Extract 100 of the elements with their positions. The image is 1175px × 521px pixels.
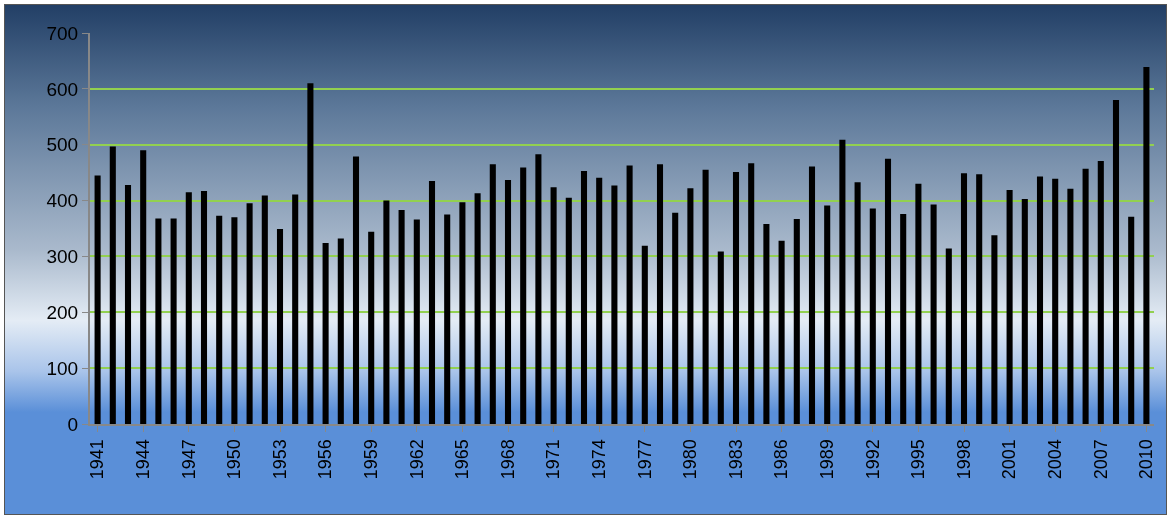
x-tick-label: 1977 xyxy=(634,439,655,480)
bar xyxy=(1067,188,1074,424)
bar xyxy=(808,166,816,424)
bar xyxy=(1128,216,1135,424)
x-tick-label: 1971 xyxy=(543,439,564,480)
x-tick-label: 1989 xyxy=(817,439,838,480)
bar xyxy=(793,219,800,424)
bar xyxy=(960,173,968,424)
bar xyxy=(839,139,846,424)
bar xyxy=(322,243,329,424)
bar xyxy=(124,184,132,424)
bar xyxy=(140,150,147,424)
bar xyxy=(398,210,405,424)
x-tick-label: 1950 xyxy=(224,439,245,480)
bar xyxy=(535,154,542,424)
x-tick-label: 2001 xyxy=(999,439,1020,480)
x-tick-label: 1944 xyxy=(133,439,154,480)
bar xyxy=(732,172,740,424)
bar xyxy=(231,217,238,424)
bar xyxy=(474,193,481,424)
bar xyxy=(1036,176,1044,424)
y-tick-label: 600 xyxy=(46,78,79,100)
x-tick-label: 2004 xyxy=(1045,439,1066,480)
bar xyxy=(216,215,223,424)
y-tick-label: 100 xyxy=(46,357,79,379)
x-tick-label: 1953 xyxy=(269,439,290,480)
x-tick-label: 1986 xyxy=(771,439,792,480)
bar xyxy=(824,205,831,424)
bar xyxy=(900,213,907,424)
bar xyxy=(641,245,648,424)
bar xyxy=(930,204,937,424)
bar xyxy=(428,181,436,424)
bar xyxy=(945,248,952,424)
bar xyxy=(337,238,344,424)
x-tick-label: 1962 xyxy=(406,439,427,480)
bar xyxy=(413,219,420,424)
bar xyxy=(170,218,177,424)
x-tick-label: 1995 xyxy=(908,439,929,480)
bar xyxy=(1021,198,1028,424)
bar xyxy=(748,163,755,424)
bar xyxy=(185,192,192,424)
bar xyxy=(580,170,588,424)
bar xyxy=(504,179,512,424)
y-tick-label: 300 xyxy=(46,246,79,268)
x-tick-label: 1965 xyxy=(452,439,473,480)
bar xyxy=(444,214,451,424)
bar xyxy=(307,83,314,424)
bar xyxy=(459,202,466,424)
bar xyxy=(520,167,527,424)
x-tick-label: 1956 xyxy=(315,439,336,480)
x-tick-label: 1959 xyxy=(361,439,382,480)
bar xyxy=(109,146,116,424)
x-tick-label: 2007 xyxy=(1090,439,1111,480)
bar xyxy=(884,158,892,424)
bar xyxy=(565,197,572,424)
bar xyxy=(626,165,633,424)
bar xyxy=(292,194,299,424)
y-tick-label: 0 xyxy=(67,413,79,435)
bar xyxy=(687,188,694,424)
y-tick-label: 500 xyxy=(46,134,79,156)
y-tick-label: 400 xyxy=(46,190,79,212)
bar xyxy=(976,174,983,424)
y-tick-label: 200 xyxy=(46,301,79,323)
x-tick-label: 2010 xyxy=(1136,439,1157,480)
bar xyxy=(991,235,998,424)
x-tick-label: 1947 xyxy=(178,439,199,480)
bar xyxy=(1143,67,1150,424)
x-tick-label: 1998 xyxy=(953,439,974,480)
bar xyxy=(276,229,284,424)
bar xyxy=(550,187,557,424)
x-tick-label: 1941 xyxy=(87,439,108,480)
bar xyxy=(611,185,618,424)
y-tick-label: 700 xyxy=(46,22,79,44)
bar xyxy=(1052,178,1059,424)
bar xyxy=(778,240,785,424)
bar xyxy=(656,164,664,424)
bar xyxy=(763,224,770,424)
bar xyxy=(869,208,876,424)
bar xyxy=(383,200,390,424)
x-tick-label: 1968 xyxy=(497,439,518,480)
bar xyxy=(1006,189,1013,424)
bar xyxy=(854,182,861,424)
x-tick-label: 1992 xyxy=(862,439,883,480)
bar xyxy=(702,169,709,424)
bar xyxy=(717,251,724,424)
x-tick-label: 1974 xyxy=(589,439,610,480)
bar xyxy=(155,218,162,424)
bar xyxy=(489,164,496,424)
bar xyxy=(246,203,253,424)
bar xyxy=(596,177,603,424)
bar xyxy=(672,212,679,424)
bar xyxy=(1097,160,1104,424)
bar xyxy=(1112,100,1120,424)
bar xyxy=(915,183,922,424)
bar xyxy=(352,156,360,424)
bar xyxy=(1082,168,1089,424)
bar xyxy=(94,175,101,424)
x-tick-label: 1980 xyxy=(680,439,701,480)
bar xyxy=(368,231,375,424)
bar xyxy=(200,191,208,424)
